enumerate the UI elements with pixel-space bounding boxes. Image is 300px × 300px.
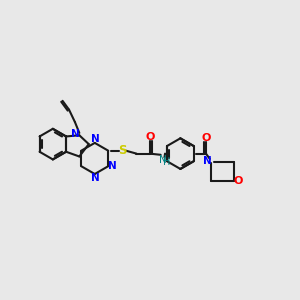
Text: S: S: [118, 144, 127, 157]
Text: O: O: [201, 133, 211, 143]
Text: N: N: [159, 154, 167, 164]
Text: N: N: [71, 129, 80, 140]
Text: O: O: [145, 132, 155, 142]
Text: N: N: [91, 134, 100, 144]
Text: O: O: [233, 176, 242, 186]
Text: N: N: [108, 160, 117, 171]
Text: N: N: [203, 156, 212, 166]
Text: H: H: [163, 158, 170, 167]
Text: N: N: [91, 173, 100, 183]
